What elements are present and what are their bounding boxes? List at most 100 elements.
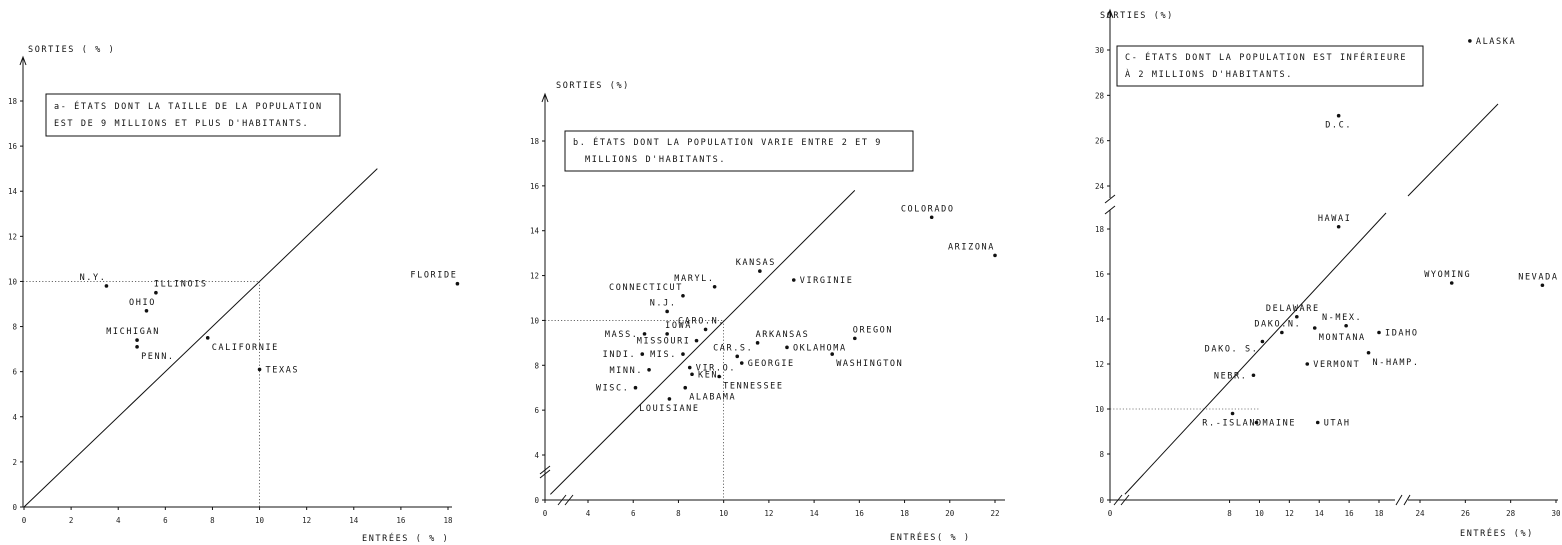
panel-c-ytick-label: 30 xyxy=(1095,46,1105,55)
panel-c: 0 8 10 12 14 16 18 24 26 28 30 0 8 10 12 14 16 18 24 26 28 30… xyxy=(1095,8,1561,539)
panel-a-label-californie: CALIFORNIE xyxy=(212,343,279,353)
panel-a-xtick-label: 6 xyxy=(163,516,168,525)
panel-b-point-minn xyxy=(647,367,651,372)
panel-b-label-vir-o: VIR.O. xyxy=(696,364,736,374)
panel-b-y-arrow xyxy=(541,92,549,103)
panel-b-label-ken: KEN. xyxy=(698,370,725,380)
panel-c-x-break xyxy=(1395,494,1411,506)
panel-b-point-caro-n xyxy=(703,327,708,332)
panel-a-label-n-y: N.Y. xyxy=(80,273,107,283)
panel-b-point-louisiane xyxy=(667,397,672,401)
panel-c-ylabel: SORTIES (%) xyxy=(1100,11,1174,21)
panel-b-point-colorado xyxy=(929,215,934,220)
panel-b-label-missouri: MISSOURI xyxy=(637,337,691,347)
panel-b-ytick-label: 12 xyxy=(530,272,539,281)
panel-a-xlabel: ENTRÉES ( % ) xyxy=(362,532,449,544)
panel-c-xtick-label: 26 xyxy=(1461,509,1471,518)
panel-b-point-arizona xyxy=(993,253,997,258)
panel-b-point-washington xyxy=(830,352,834,356)
panel-b-label-oregon: OREGON xyxy=(853,325,893,335)
panel-b-label-n-j: N.J. xyxy=(650,298,677,308)
panel-c-xtick-label: 12 xyxy=(1285,509,1294,518)
panel-c-ytick-label: 14 xyxy=(1095,315,1105,324)
panel-b-ytick-label: 4 xyxy=(534,451,539,460)
panel-b-ylabel: SORTIES (%) xyxy=(556,81,630,91)
panel-c-point-dako-s xyxy=(1260,339,1265,344)
panel-a-xtick-label: 14 xyxy=(349,516,359,525)
panel-c-title-box xyxy=(1116,45,1424,87)
panel-b-xtick-label: 8 xyxy=(676,509,681,518)
panel-c-ytick-label: 0 xyxy=(1099,496,1104,505)
panel-b-label-caro-n: CARO.N. xyxy=(678,316,725,326)
panel-b-xtick-label: 6 xyxy=(631,509,636,518)
panel-c-label-alaska: ALASKA xyxy=(1476,37,1516,47)
panel-a-xtick-label: 4 xyxy=(116,516,121,525)
panel-c-xtick-label: 18 xyxy=(1374,509,1384,518)
panel-a-xtick-label: 8 xyxy=(210,516,215,525)
panel-c-label-hawai: HAWAI xyxy=(1318,214,1352,224)
panel-c-y-break xyxy=(1104,194,1116,215)
panel-a-title-line: a- ÉTATS DONT LA TAILLE DE LA POPULATION xyxy=(54,100,323,112)
panel-c-point-montana xyxy=(1312,326,1317,330)
panel-b-label-minn: MINN. xyxy=(609,366,643,376)
panel-a: 0 2 4 6 8 10 12 14 16 18 0 2 4 6 8 10 12 14 16 18 a- ÉTATS D… xyxy=(8,45,460,544)
panel-c-label-montana: MONTANA xyxy=(1319,333,1366,343)
panel-b-point-oregon xyxy=(853,336,857,341)
panel-b-label-washington: WASHINGTON xyxy=(836,359,903,369)
panel-b-point-n-j xyxy=(665,309,669,314)
panel-b-xtick-label: 12 xyxy=(764,509,773,518)
panel-c-xtick-label: 30 xyxy=(1551,509,1561,518)
panel-a-ytick-label: 0 xyxy=(12,503,17,512)
panel-c-label-d-c: D.C. xyxy=(1325,121,1352,131)
panel-a-xtick-label: 2 xyxy=(69,516,74,525)
panel-b-point-iowa xyxy=(665,332,669,336)
panel-b-point-maryl xyxy=(712,284,717,289)
panel-b-point-tennessee xyxy=(717,374,721,379)
panel-c-xtick-label: 14 xyxy=(1315,509,1325,518)
panel-c-xtick-label: 0 xyxy=(1108,509,1113,518)
panel-c-label-n-hamp: N-HAMP. xyxy=(1373,358,1420,368)
panel-b-label-indi: INDI. xyxy=(603,350,637,360)
panel-a-point-illinois xyxy=(154,290,158,295)
panel-a-ytick-label: 6 xyxy=(12,368,17,377)
panel-c-xlabel: ENTRÉES (%) xyxy=(1460,527,1534,539)
panel-c-point-alaska xyxy=(1468,39,1472,43)
panel-b-label-car-s: CAR.S. xyxy=(713,343,753,353)
panel-c-point-delaware xyxy=(1295,314,1299,319)
panel-b-point-alabama xyxy=(683,385,688,390)
panel-c-label-delaware: DELAWARE xyxy=(1266,304,1320,314)
panel-c-point-n-mex xyxy=(1344,323,1348,328)
panel-a-point-n-y xyxy=(104,284,109,288)
panel-a-reference-line xyxy=(23,168,378,508)
panel-c-label-idaho: IDAHO xyxy=(1385,329,1419,339)
panel-a-title-line: EST DE 9 MILLIONS ET PLUS D'HABITANTS. xyxy=(54,119,309,129)
panel-b-point-arkansas xyxy=(755,341,760,345)
panel-c-ytick-label: 28 xyxy=(1095,91,1105,100)
panel-b-ytick-label: 14 xyxy=(530,227,540,236)
panel-b-point-ken xyxy=(690,372,694,377)
panel-b-ytick-label: 8 xyxy=(534,361,539,370)
panel-c-ytick-label: 10 xyxy=(1095,405,1105,414)
panel-b-point-vir-o xyxy=(687,365,692,370)
panel-a-ylabel: SORTIES ( % ) xyxy=(28,45,115,55)
panel-b-point-indi xyxy=(640,352,645,356)
panel-b-x-break xyxy=(557,494,574,506)
panel-a-point-floride xyxy=(455,281,460,286)
panel-c-label-nebr: NEBR. xyxy=(1214,371,1248,381)
panel-c-ytick-label: 18 xyxy=(1095,225,1105,234)
panel-c-reference-line-lower xyxy=(1124,212,1387,495)
panel-c-y-arrow xyxy=(1106,8,1114,19)
panel-b-ytick-label: 6 xyxy=(534,406,539,415)
panel-c-point-utah xyxy=(1315,420,1320,425)
panel-a-label-texas: TEXAS xyxy=(266,365,300,375)
panel-a-label-ohio: OHIO xyxy=(129,298,156,308)
panel-b-label-tennessee: TENNESSEE xyxy=(723,382,783,392)
panel-a-ytick-label: 14 xyxy=(8,187,18,196)
panel-b-xtick-label: 22 xyxy=(990,509,999,518)
panel-b-label-kansas: KANSAS xyxy=(736,258,776,268)
panel-b-label-louisiane: LOUISIANE xyxy=(639,404,699,414)
panel-b-point-car-s xyxy=(735,354,740,359)
panel-b-point-mass xyxy=(642,332,647,336)
panel-a-xtick-label: 16 xyxy=(396,516,406,525)
panel-b-title-box xyxy=(564,130,914,172)
